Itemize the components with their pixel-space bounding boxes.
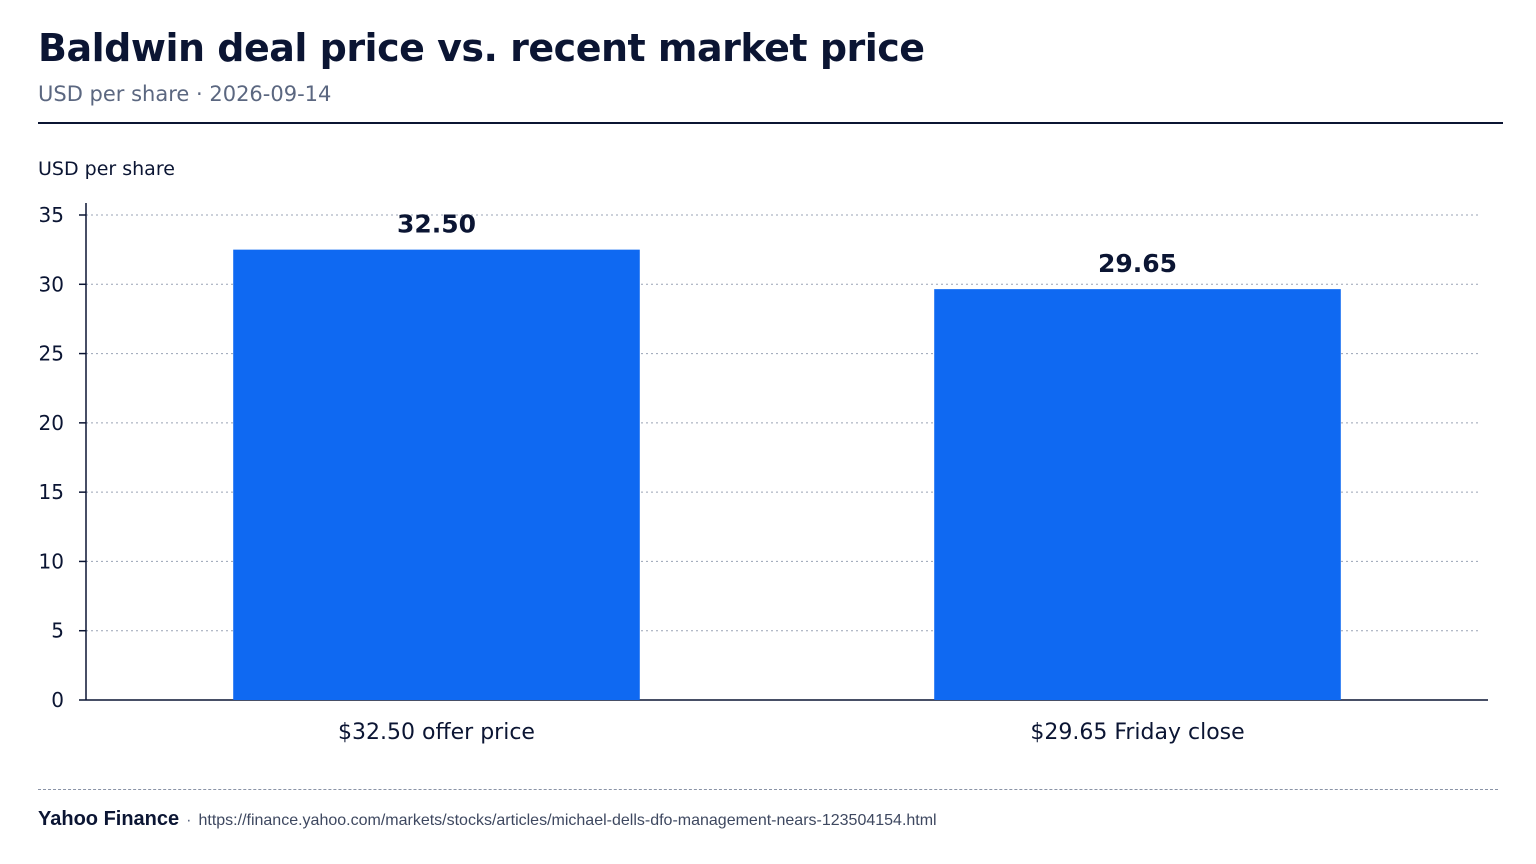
y-tick-label: 10 — [39, 549, 64, 573]
y-tick-label: 0 — [51, 688, 64, 712]
footer-divider — [38, 789, 1498, 790]
y-axis-title: USD per share — [38, 158, 175, 180]
bar — [934, 289, 1341, 700]
x-category-label: $32.50 offer price — [338, 720, 535, 745]
source-footer: Yahoo Finance · https://finance.yahoo.co… — [38, 808, 937, 831]
y-tick-label: 25 — [39, 342, 64, 366]
y-tick-label: 20 — [39, 411, 64, 435]
bar — [233, 249, 640, 700]
y-tick-label: 35 — [39, 203, 64, 227]
source-url[interactable]: https://finance.yahoo.com/markets/stocks… — [198, 812, 937, 829]
data-label: 29.65 — [1098, 249, 1177, 278]
header-divider — [38, 122, 1503, 124]
y-tick-label: 5 — [51, 619, 64, 643]
chart-subtitle: USD per share · 2026-09-14 — [38, 82, 332, 106]
chart-title: Baldwin deal price vs. recent market pri… — [38, 26, 925, 70]
source-separator: · — [186, 812, 192, 829]
source-name: Yahoo Finance — [38, 808, 180, 830]
data-label: 32.50 — [397, 210, 476, 239]
x-category-label: $29.65 Friday close — [1030, 720, 1244, 745]
y-tick-label: 30 — [39, 272, 64, 296]
y-tick-label: 15 — [39, 480, 64, 504]
